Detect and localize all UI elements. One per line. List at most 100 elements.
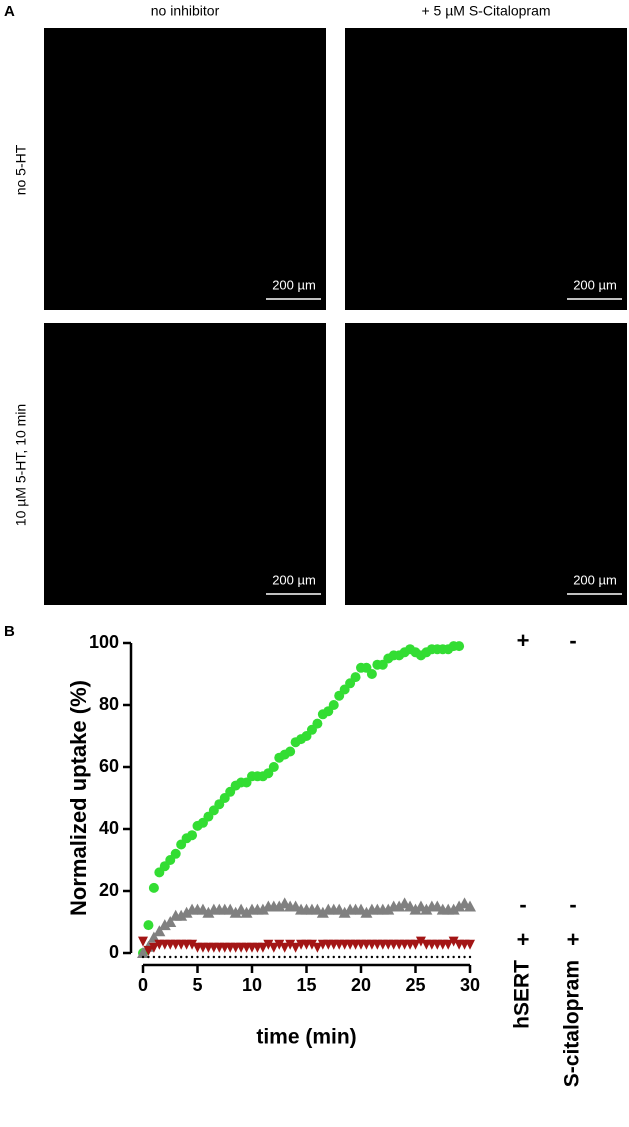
data-point — [261, 955, 265, 959]
data-point — [354, 955, 357, 959]
y-tick-label: 0 — [109, 942, 119, 962]
data-point — [376, 955, 379, 959]
y-tick-label: 100 — [89, 632, 119, 652]
data-point — [338, 906, 351, 918]
data-point — [158, 955, 161, 959]
data-point — [285, 939, 296, 950]
data-point — [343, 955, 346, 959]
data-point — [312, 942, 323, 953]
data-point — [180, 906, 193, 918]
data-point — [256, 955, 259, 959]
data-point — [350, 672, 361, 683]
data-point — [382, 903, 395, 915]
data-point — [403, 955, 406, 959]
data-point — [174, 955, 177, 959]
data-point — [288, 955, 292, 959]
data-point — [348, 955, 352, 959]
data-point — [169, 955, 172, 959]
data-point — [414, 955, 417, 959]
data-point — [158, 919, 171, 931]
data-point — [328, 700, 339, 710]
data-point — [278, 955, 281, 959]
data-point — [316, 955, 319, 959]
data-point — [148, 882, 159, 893]
micrograph — [345, 28, 627, 310]
data-point — [152, 955, 156, 959]
data-point — [272, 955, 275, 959]
data-point — [239, 955, 243, 959]
data-point — [245, 955, 248, 959]
data-point — [196, 955, 199, 959]
x-tick-label: 25 — [405, 975, 425, 995]
data-point — [268, 942, 279, 953]
scale-bars: 200 µm 200 µm 200 µm 200 µm — [266, 277, 622, 595]
annotation-label: hSERT — [511, 960, 534, 1029]
data-point — [370, 955, 374, 959]
data-point — [207, 955, 210, 959]
data-point — [137, 947, 149, 958]
data-point — [143, 920, 154, 931]
data-point — [229, 955, 232, 959]
data-point — [138, 936, 148, 947]
data-point — [185, 955, 188, 959]
data-point — [312, 718, 323, 729]
data-point — [448, 936, 459, 947]
data-point — [141, 955, 145, 959]
data-point — [409, 903, 422, 915]
annotation-sign: - — [519, 892, 526, 917]
data-point — [223, 955, 226, 959]
data-point — [187, 830, 198, 841]
x-tick-label: 5 — [192, 975, 202, 995]
data-point — [268, 762, 279, 772]
data-point — [447, 903, 460, 915]
data-point — [143, 945, 154, 956]
data-point — [454, 641, 465, 652]
data-point — [147, 955, 150, 959]
data-point — [392, 955, 395, 959]
data-point — [202, 906, 215, 918]
data-point — [366, 669, 377, 679]
data-point — [393, 900, 406, 912]
data-point — [283, 955, 286, 959]
data-point — [316, 906, 329, 918]
x-tick-label: 0 — [138, 975, 148, 995]
data-point — [164, 916, 177, 927]
panel-label: A — [4, 3, 15, 20]
data-point — [430, 955, 434, 959]
x-axis-label: time (min) — [256, 1026, 356, 1049]
data-point — [436, 955, 439, 959]
annotation-sign: + — [567, 927, 580, 952]
data-point — [212, 955, 216, 959]
y-axis-label: Normalized uptake (%) — [66, 680, 91, 916]
y-tick-label: 80 — [99, 694, 119, 714]
data-point — [263, 939, 274, 950]
data-point — [338, 955, 341, 959]
data-point — [410, 939, 421, 950]
data-point — [229, 906, 242, 918]
data-point — [279, 942, 290, 953]
x-tick-label: 15 — [296, 975, 316, 995]
data-point — [257, 942, 268, 953]
data-point — [163, 955, 166, 959]
data-point — [179, 955, 183, 959]
data-point — [273, 900, 286, 912]
data-point — [381, 955, 384, 959]
data-point — [321, 955, 325, 959]
data-point — [310, 955, 314, 959]
annotation-sign: - — [569, 628, 576, 653]
micrograph — [44, 323, 326, 605]
data-point — [447, 955, 450, 959]
data-point — [218, 955, 221, 959]
data-point — [305, 955, 308, 959]
data-point — [420, 903, 433, 915]
data-point — [452, 955, 455, 959]
scale-bar-label: 200 µm — [272, 572, 316, 587]
scale-bar-label: 200 µm — [272, 277, 316, 292]
data-point — [332, 955, 335, 959]
data-point — [419, 955, 423, 959]
row-title: no 5-HT — [13, 144, 29, 195]
data-point — [463, 955, 466, 959]
data-point — [457, 955, 461, 959]
data-point — [415, 936, 426, 947]
panel-label: B — [4, 623, 15, 640]
